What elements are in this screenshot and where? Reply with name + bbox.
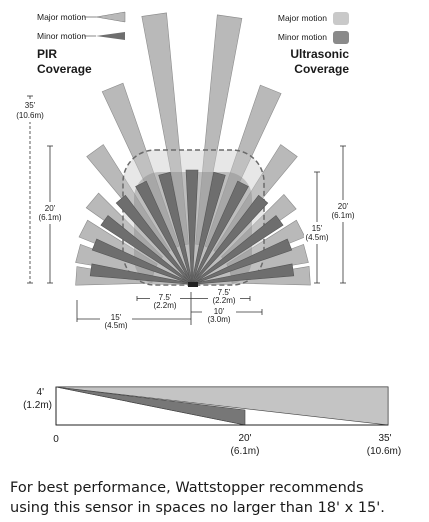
dimension-right-20-m: (6.1m)	[331, 211, 354, 220]
side-view-far-ft: 35'	[378, 433, 391, 444]
dimension-left-35: 35' (10.6m)	[8, 95, 52, 284]
pir-major-ray	[204, 84, 282, 249]
dimension-right-15-ft: 15'	[312, 224, 323, 233]
legend-ultrasonic-minor-label: Minor motion	[278, 32, 327, 42]
dimension-bottom-7-5-left-ft: 7.5'	[159, 293, 172, 302]
dimension-bottom: 7.5' (2.2m) 7.5' (2.2m) 15' (4.5m) 10' (…	[76, 287, 263, 330]
legend-ultrasonic-title-line2: Coverage	[294, 62, 349, 76]
dimension-left-20-m: (6.1m)	[38, 213, 61, 222]
dimension-right-20: 20' (6.1m)	[330, 145, 356, 284]
dimension-left-35-ft: 35'	[25, 101, 36, 110]
dimension-bottom-10-ft: 10'	[214, 307, 225, 316]
top-view	[75, 12, 311, 287]
ultrasonic-major-swatch-icon	[333, 12, 349, 25]
dimension-right-15: 15' (4.5m)	[304, 171, 330, 284]
pir-major-ray	[78, 219, 158, 268]
legend-pir-title-line1: PIR	[37, 47, 57, 61]
sensor	[188, 282, 198, 287]
dimension-bottom-15-ft: 15'	[111, 313, 122, 322]
legend-ultrasonic: Major motion Minor motion Ultrasonic Cov…	[278, 12, 349, 76]
dimension-bottom-7-5-left-m: (2.2m)	[153, 301, 176, 310]
dimension-left-35-m: (10.6m)	[16, 111, 44, 120]
performance-note-line1: For best performance, Wattstopper recomm…	[10, 480, 364, 496]
pir-minor-rays	[89, 169, 295, 285]
legend-pir-title-line2: Coverage	[37, 62, 92, 76]
pir-major-ray	[213, 144, 298, 254]
legend-ultrasonic-major-label: Major motion	[278, 13, 327, 23]
side-view-major-fill	[55, 386, 389, 426]
pir-major-ray	[195, 14, 243, 246]
dimension-left-20: 20' (6.1m)	[37, 145, 63, 284]
dimension-bottom-7-5-right-m: (2.2m)	[212, 296, 235, 305]
side-view-mid-ft: 20'	[238, 433, 251, 444]
legend-pir-major-label: Major motion	[37, 12, 86, 22]
dimension-bottom-10-m: (3.0m)	[207, 315, 230, 324]
legend-ultrasonic-title-line1: Ultrasonic	[290, 47, 349, 61]
dimension-bottom-15-m: (4.5m)	[104, 321, 127, 330]
side-view-height-m: (1.2m)	[23, 400, 52, 411]
ultrasonic-minor-swatch-icon	[333, 31, 349, 44]
performance-note-line2: using this sensor in spaces no larger th…	[10, 500, 385, 516]
side-view-far-m: (10.6m)	[367, 446, 401, 457]
pir-major-ray	[101, 82, 180, 249]
pir-major-swatch-icon	[95, 11, 126, 23]
pir-major-ray	[141, 12, 189, 246]
side-view-mid-m: (6.1m)	[231, 446, 260, 457]
pir-major-rays	[75, 12, 311, 286]
side-view-height-ft: 4'	[37, 387, 45, 398]
performance-note: For best performance, Wattstopper recomm…	[10, 478, 425, 518]
dimension-left-20-ft: 20'	[45, 204, 56, 213]
legend-pir-minor-label: Minor motion	[37, 31, 86, 41]
legend-pir: Major motion Minor motion PIR Coverage	[37, 11, 126, 76]
dimension-right-15-m: (4.5m)	[305, 233, 328, 242]
side-view: 4' (1.2m) 0 20' (6.1m) 35' (10.6m)	[23, 386, 401, 457]
dimension-right-20-ft: 20'	[338, 202, 349, 211]
dimension-bottom-7-5-right-ft: 7.5'	[218, 288, 231, 297]
pir-minor-swatch-icon	[96, 32, 125, 40]
side-view-zero: 0	[53, 434, 59, 445]
